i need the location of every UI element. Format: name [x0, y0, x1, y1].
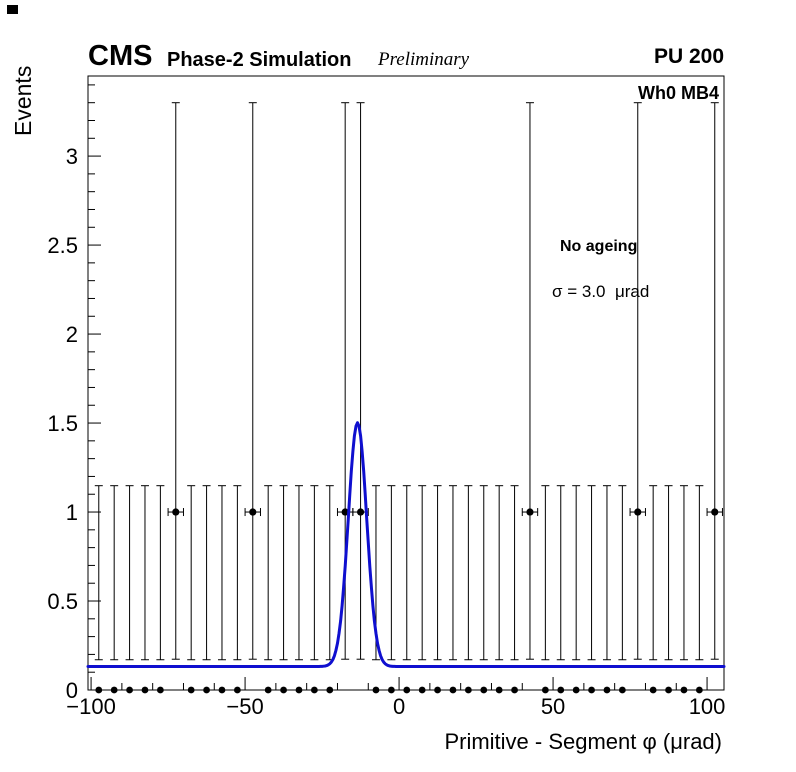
- data-marker: [649, 686, 657, 694]
- data-marker: [95, 686, 103, 694]
- y-tick-label: 0: [66, 678, 78, 703]
- data-marker: [372, 686, 380, 694]
- data-marker: [572, 686, 580, 694]
- data-marker: [264, 686, 272, 694]
- y-tick-label: 1: [66, 500, 78, 525]
- simulation-subtitle: Phase-2 Simulation: [167, 49, 352, 71]
- x-tick-label: −50: [226, 694, 263, 719]
- x-tick-label: 50: [541, 694, 565, 719]
- data-marker: [511, 686, 518, 694]
- y-tick-label: 2: [66, 322, 78, 347]
- screen-artifact: [7, 5, 18, 14]
- x-tick-label: −100: [66, 694, 116, 719]
- data-marker: [187, 686, 195, 694]
- data-marker: [172, 508, 180, 516]
- legend-sigma-label: σ = 3.0 μrad: [552, 282, 650, 301]
- data-marker: [418, 686, 426, 694]
- data-marker: [218, 686, 226, 694]
- data-marker: [141, 686, 149, 694]
- data-marker: [464, 686, 472, 694]
- x-tick-label: 0: [393, 694, 405, 719]
- data-marker: [495, 686, 503, 694]
- data-marker: [233, 686, 241, 694]
- data-marker: [711, 508, 719, 516]
- x-tick-label: 100: [689, 694, 726, 719]
- data-marker: [526, 508, 534, 516]
- data-marker: [480, 686, 488, 694]
- data-marker: [603, 686, 611, 694]
- data-marker: [557, 686, 565, 694]
- data-marker: [541, 686, 549, 694]
- y-tick-label: 1.5: [47, 411, 78, 436]
- plot-frame: [87, 75, 725, 691]
- pileup-label: PU 200: [653, 45, 724, 68]
- data-marker: [126, 686, 133, 694]
- y-tick-label: 3: [66, 144, 78, 169]
- data-marker: [110, 686, 118, 694]
- y-tick-label: 0.5: [47, 589, 78, 614]
- data-marker: [203, 686, 210, 694]
- data-marker: [618, 686, 626, 694]
- legend-scenario-label: No ageing: [560, 238, 638, 255]
- data-marker: [326, 686, 334, 694]
- data-marker: [403, 686, 411, 694]
- data-marker: [341, 508, 349, 516]
- data-marker: [680, 686, 688, 694]
- data-marker: [280, 686, 287, 694]
- data-marker: [356, 508, 365, 516]
- y-axis-title: Events: [10, 65, 36, 136]
- data-marker: [249, 508, 257, 516]
- preliminary-label: Preliminary: [378, 49, 470, 70]
- cms-logo-text: CMS: [88, 40, 153, 72]
- data-marker: [634, 508, 642, 516]
- data-marker: [695, 686, 703, 694]
- data-marker: [449, 686, 457, 694]
- region-label: Wh0 MB4: [638, 83, 719, 103]
- data-marker: [665, 686, 672, 694]
- data-marker: [434, 686, 441, 694]
- data-marker: [387, 686, 395, 694]
- fit-curve: [86, 421, 726, 668]
- data-marker: [588, 686, 595, 694]
- data-marker: [156, 686, 164, 694]
- y-tick-label: 2.5: [47, 233, 78, 258]
- data-marker: [310, 686, 318, 694]
- x-axis-title: Primitive - Segment φ (μrad): [444, 729, 722, 754]
- data-marker: [295, 686, 303, 694]
